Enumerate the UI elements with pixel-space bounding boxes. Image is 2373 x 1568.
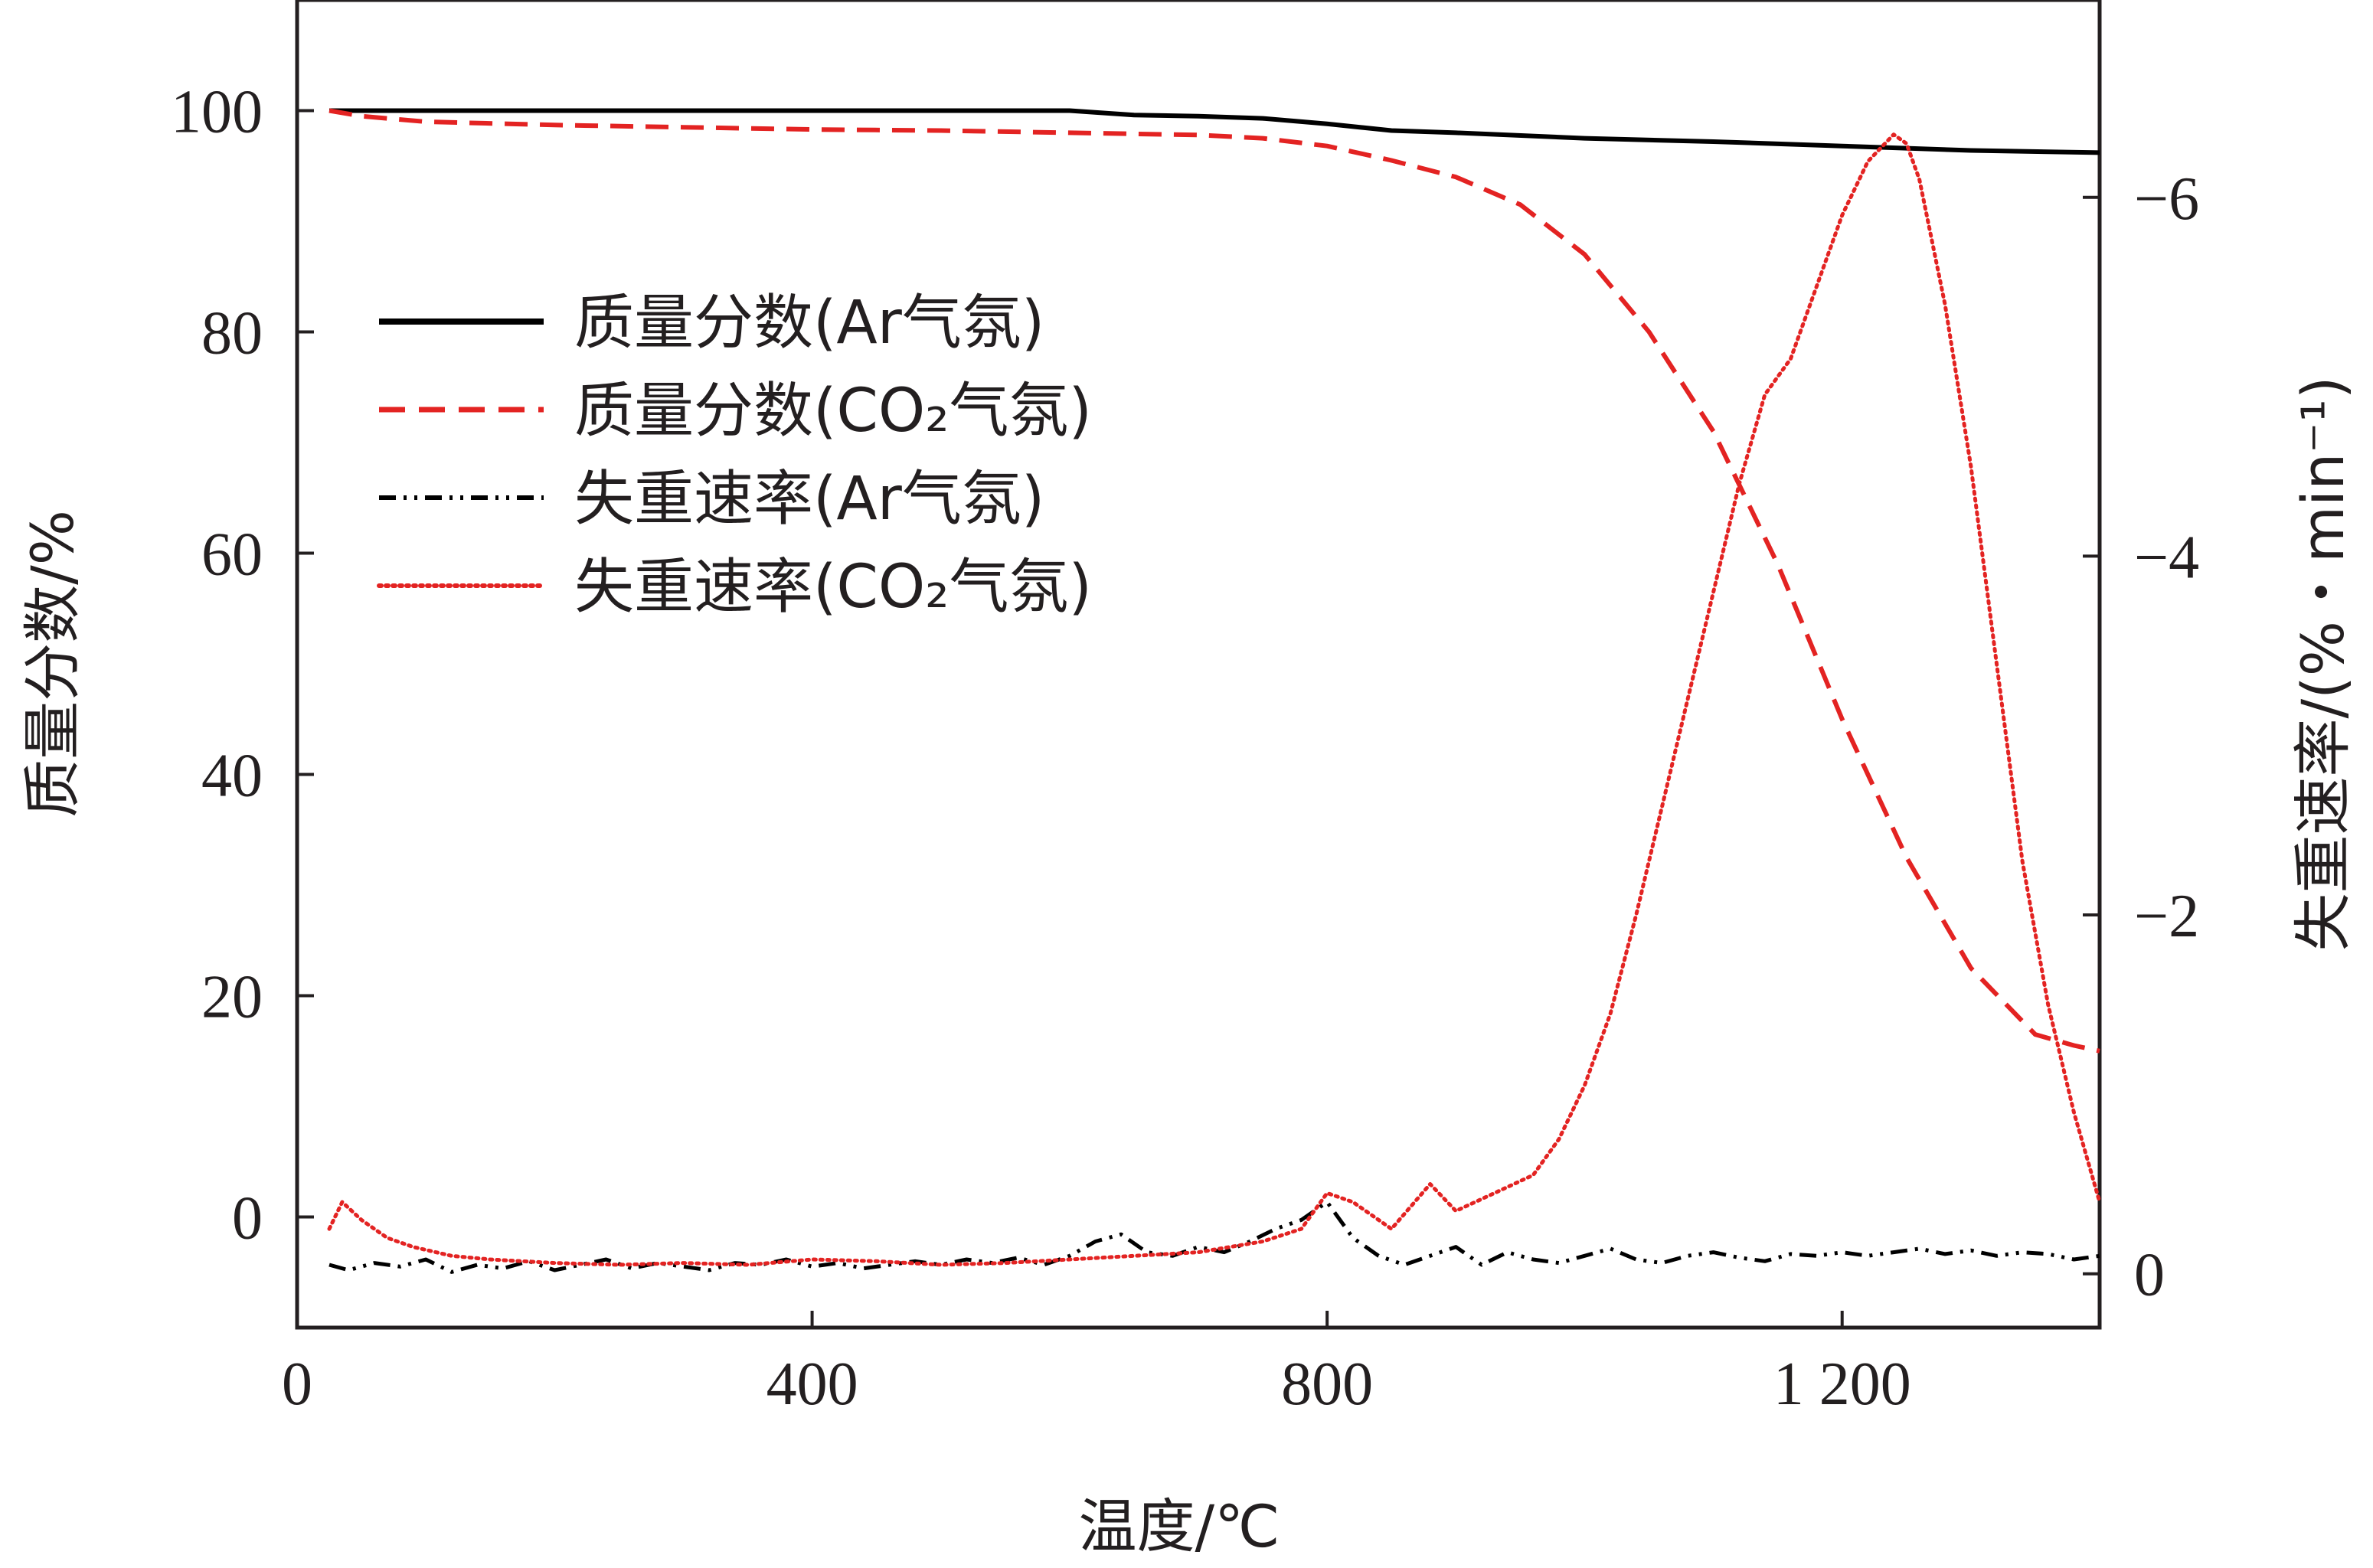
y-right-tick-label: −2: [2134, 883, 2199, 950]
y-axis-left: 0 20 40 60 80 100: [171, 79, 314, 1253]
y-left-tick-label: 40: [201, 743, 263, 810]
y-right-tick-label: −6: [2134, 165, 2199, 233]
x-axis-title: 温度/℃: [1079, 1492, 1280, 1560]
plot-area-border: [295, 0, 2102, 1330]
x-tick-label: 0: [282, 1351, 312, 1418]
x-tick-label: 400: [766, 1351, 858, 1418]
y-axis-right: 0 −2 −4 −6: [2083, 165, 2199, 1309]
legend-label-co2-rate: 失重速率(CO₂气氛): [574, 553, 1092, 622]
y-axis-right-title: 失重速率/(%・min⁻¹): [2289, 376, 2357, 951]
x-tick-label: 800: [1281, 1351, 1373, 1418]
y-right-tick-label: −4: [2134, 524, 2199, 591]
x-axis: 0 400 800 1 200: [282, 1311, 1911, 1418]
series-line-3: [327, 132, 2102, 1267]
y-left-tick-label: 0: [232, 1185, 263, 1253]
y-left-tick-label: 80: [201, 300, 263, 368]
y-left-tick-label: 20: [201, 964, 263, 1031]
series-line-1: [328, 108, 2100, 1054]
y-left-tick-label: 60: [201, 521, 263, 589]
legend: 质量分数(Ar气氛) 质量分数(CO₂气氛) 失重速率(Ar气氛) 失重速率(C…: [377, 289, 1092, 622]
series-line-0: [329, 108, 2100, 155]
legend-label-ar-mass: 质量分数(Ar气氛): [574, 289, 1044, 358]
legend-label-co2-mass: 质量分数(CO₂气氛): [574, 377, 1092, 446]
y-left-tick-label: 100: [171, 79, 263, 146]
series-layer: [327, 108, 2102, 1274]
y-axis-left-title: 质量分数/%: [18, 510, 87, 818]
series-line-2: [328, 1200, 2100, 1274]
plot-frame: [295, 0, 2102, 1330]
y-right-tick-label: 0: [2134, 1242, 2165, 1309]
legend-label-ar-rate: 失重速率(Ar气氛): [574, 465, 1044, 534]
x-tick-label: 1 200: [1773, 1351, 1911, 1418]
